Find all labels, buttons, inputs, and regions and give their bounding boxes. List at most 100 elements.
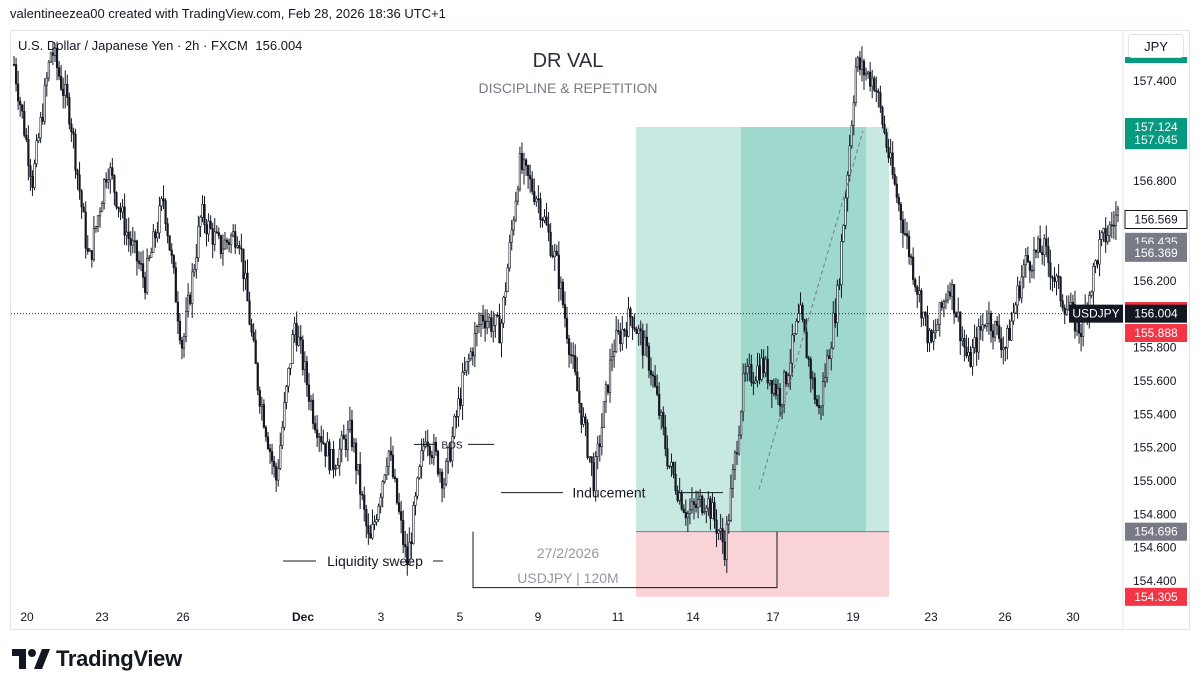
price-label-box [1125,587,1187,606]
candle [293,316,296,343]
candle [449,441,452,463]
candle-body [506,267,509,292]
candle [330,449,333,471]
candle [516,185,519,206]
candle [72,127,75,149]
candle-body [656,385,659,395]
candle-body [615,330,618,352]
candle-body [596,443,599,457]
candle-body [299,336,302,341]
candle-body [389,450,392,456]
candle [348,406,352,433]
candle-body [504,291,507,298]
candle-body [748,364,751,367]
candle [768,380,771,386]
candle-body [211,228,214,245]
candle [610,343,614,372]
candle [672,461,675,479]
candle-body [879,92,882,108]
candle [283,392,286,431]
price-tick-label: 155.200 [1133,441,1177,455]
candle [946,284,950,304]
candle-body [281,427,284,446]
candle-body [928,330,931,344]
candle [320,425,323,452]
candle [871,69,874,99]
candle-body [60,75,63,90]
candle [1004,346,1007,362]
candle [770,379,773,409]
candle [574,344,577,376]
candle [86,235,89,255]
candle [342,424,345,440]
candle [64,70,67,109]
candle [1061,294,1064,312]
candle-body [541,219,544,221]
candle [1016,276,1019,319]
candle [912,247,915,285]
candle-body [500,322,503,344]
candle-body [770,380,773,394]
candle [1106,225,1109,245]
candle-body [98,211,102,217]
candle [359,452,362,509]
price-label-box [1125,131,1187,150]
candle [35,134,38,168]
candle-body [895,183,898,198]
candle-body [993,321,997,338]
price-label: 156.569 [1124,210,1188,229]
chart-area[interactable]: DR VAL DISCIPLINE & REPETITION 27/2/2026 US… [10,30,1190,630]
candle-body [516,188,519,202]
candle [797,303,800,323]
candle [856,55,859,73]
candle [295,311,298,352]
candle [309,395,313,411]
candle [635,326,638,334]
candle-body [758,365,761,380]
candle-body [586,422,589,458]
candle-body [604,384,608,402]
candle-body [649,370,653,376]
price-chart[interactable]: DR VAL DISCIPLINE & REPETITION 27/2/2026 US… [11,31,1189,629]
candle-body [584,416,587,423]
candle-body [719,528,722,532]
price-label-text: 157.124 [1134,120,1178,134]
candle [854,57,857,107]
candle [621,316,624,351]
price-label-text: 157.045 [1134,133,1178,147]
candle-body [1047,245,1050,264]
candle [94,225,98,233]
candle-body [664,426,667,450]
candle [199,215,202,238]
candle-body [713,502,716,521]
candle [299,325,302,354]
candle-body [82,206,85,213]
candle [584,413,587,437]
tradingview-logo[interactable]: TradingView [12,646,182,672]
currency-button[interactable]: JPY [1128,34,1184,58]
candle-body [805,331,808,359]
candle-body [66,83,69,98]
candle-body [189,294,192,304]
candle [395,477,399,505]
candle-body [817,405,821,408]
candle-body [598,443,601,448]
candle [547,212,550,242]
symbol-legend[interactable]: U.S. Dollar / Japanese Yen · 2h · FXCM 1… [18,38,302,53]
candle [369,524,372,539]
candle [281,421,284,450]
candle [311,393,315,430]
candle-body [47,61,50,79]
candle-body [502,296,505,324]
candle [594,451,597,502]
candle-body [1080,332,1083,337]
candle [529,164,532,193]
candle-body [455,416,458,418]
candle-body [975,337,978,353]
candle [1057,263,1060,289]
candle [971,338,974,376]
candle-body [690,501,694,511]
candle-body [354,442,358,471]
candle-body [70,123,73,132]
candle [801,302,804,323]
